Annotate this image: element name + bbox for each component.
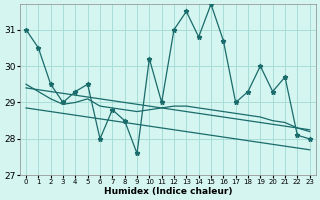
X-axis label: Humidex (Indice chaleur): Humidex (Indice chaleur)	[104, 187, 232, 196]
